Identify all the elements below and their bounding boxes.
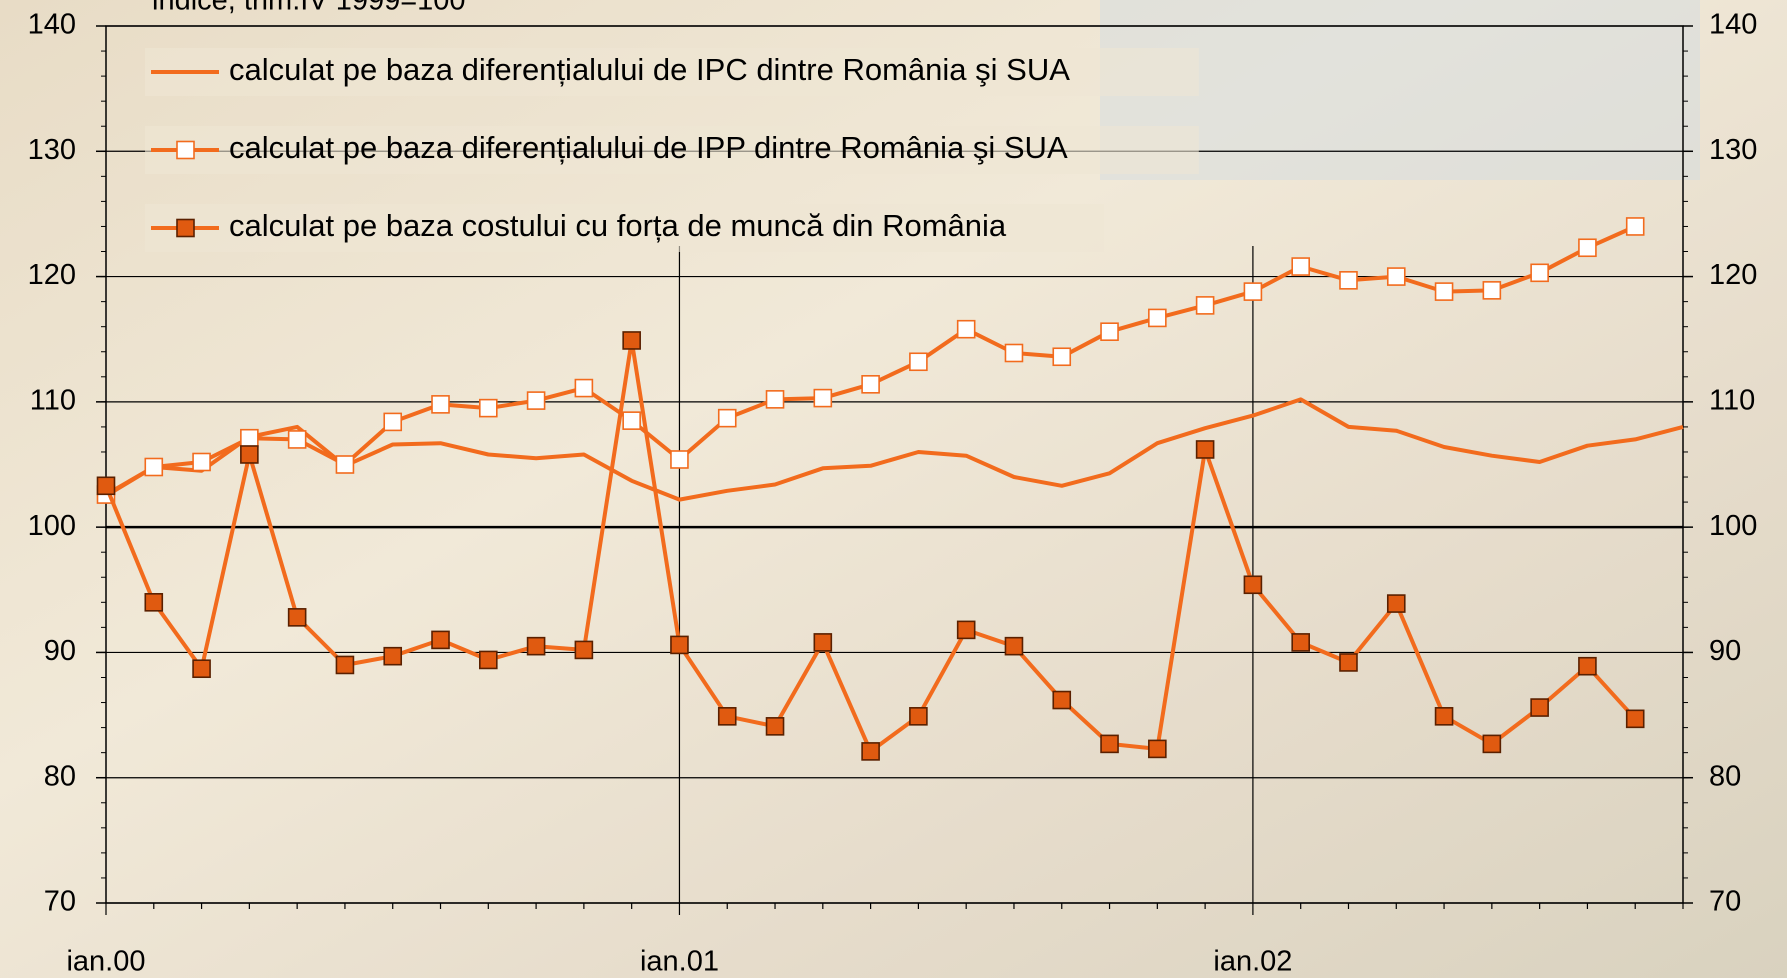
point-marker [1436, 283, 1453, 300]
point-marker [1340, 654, 1357, 671]
point-marker [1292, 634, 1309, 651]
point-marker [575, 641, 592, 658]
y2-tick-label: 110 [1709, 385, 1755, 417]
point-marker [384, 413, 401, 430]
point-marker [1388, 268, 1405, 285]
point-marker [1627, 710, 1644, 727]
y2-tick-label: 90 [1709, 635, 1741, 667]
y-tick-label: 120 [28, 259, 76, 291]
point-marker [432, 631, 449, 648]
point-marker [575, 380, 592, 397]
point-marker [1292, 258, 1309, 275]
point-marker [910, 708, 927, 725]
y-tick-label: 80 [44, 760, 76, 792]
point-marker [241, 446, 258, 463]
y2-tick-label: 100 [1709, 510, 1757, 542]
point-marker [1197, 297, 1214, 314]
point-marker [1197, 441, 1214, 458]
point-marker [1340, 272, 1357, 289]
point-marker [671, 636, 688, 653]
point-marker [1005, 344, 1022, 361]
x-tick-label: ian.01 [640, 946, 719, 978]
point-marker [958, 321, 975, 338]
legend-label: calculat pe baza diferențialului de IPC … [229, 52, 1070, 87]
point-marker [193, 660, 210, 677]
point-marker [336, 456, 353, 473]
point-marker [384, 648, 401, 665]
point-marker [767, 718, 784, 735]
page: {"chart_data": {"type": "line", "subtitl… [0, 0, 1787, 978]
point-marker [1483, 735, 1500, 752]
point-marker [1053, 348, 1070, 365]
point-marker [1244, 283, 1261, 300]
point-marker [432, 396, 449, 413]
y2-tick-label: 80 [1709, 760, 1741, 792]
point-marker [814, 390, 831, 407]
point-marker [145, 459, 162, 476]
point-marker [98, 477, 115, 494]
point-marker [623, 332, 640, 349]
y-tick-label: 140 [28, 9, 76, 41]
point-marker [289, 609, 306, 626]
point-marker [1579, 239, 1596, 256]
y-tick-label: 130 [28, 134, 76, 166]
y-tick-label: 100 [28, 510, 76, 542]
y-tick-label: 90 [44, 635, 76, 667]
point-marker [1149, 309, 1166, 326]
point-marker [1531, 699, 1548, 716]
point-marker [241, 430, 258, 447]
subtitle: indice, trim.IV 1999=100 [152, 0, 466, 17]
y2-tick-label: 130 [1709, 134, 1757, 166]
point-marker [1149, 740, 1166, 757]
point-marker [145, 594, 162, 611]
y-tick-label: 110 [30, 385, 76, 417]
legend-label: calculat pe baza costului cu forța de mu… [229, 208, 1007, 243]
point-marker [862, 743, 879, 760]
point-marker [1436, 708, 1453, 725]
x-tick-label: ian.00 [66, 946, 145, 978]
point-marker [1244, 576, 1261, 593]
point-marker [193, 453, 210, 470]
point-marker [862, 376, 879, 393]
point-marker [480, 400, 497, 417]
point-marker [1483, 282, 1500, 299]
y2-tick-label: 140 [1709, 9, 1757, 41]
point-marker [814, 634, 831, 651]
point-marker [719, 708, 736, 725]
point-marker [910, 353, 927, 370]
point-marker [1101, 735, 1118, 752]
point-marker [1101, 323, 1118, 340]
chart: indice, trim.IV 1999=100 70 70 80 80 90 90 100… [0, 0, 1787, 978]
y-tick-label: 70 [44, 886, 76, 918]
point-marker [719, 410, 736, 427]
point-marker [767, 391, 784, 408]
point-marker [958, 621, 975, 638]
y2-tick-label: 70 [1709, 886, 1741, 918]
point-marker [480, 651, 497, 668]
point-marker [1579, 658, 1596, 675]
point-marker [289, 431, 306, 448]
point-marker [528, 638, 545, 655]
legend-marker [177, 142, 194, 159]
point-marker [1053, 692, 1070, 709]
point-marker [1005, 638, 1022, 655]
legend: calculat pe baza diferențialului de IPC … [145, 48, 1199, 252]
legend-marker [177, 220, 194, 237]
y2-tick-label: 120 [1709, 259, 1757, 291]
x-tick-label: ian.02 [1213, 946, 1292, 978]
point-marker [1531, 264, 1548, 281]
point-marker [1388, 595, 1405, 612]
point-marker [336, 656, 353, 673]
point-marker [671, 451, 688, 468]
point-marker [528, 392, 545, 409]
point-marker [1627, 218, 1644, 235]
legend-label: calculat pe baza diferențialului de IPP … [229, 130, 1068, 165]
point-marker [623, 412, 640, 429]
